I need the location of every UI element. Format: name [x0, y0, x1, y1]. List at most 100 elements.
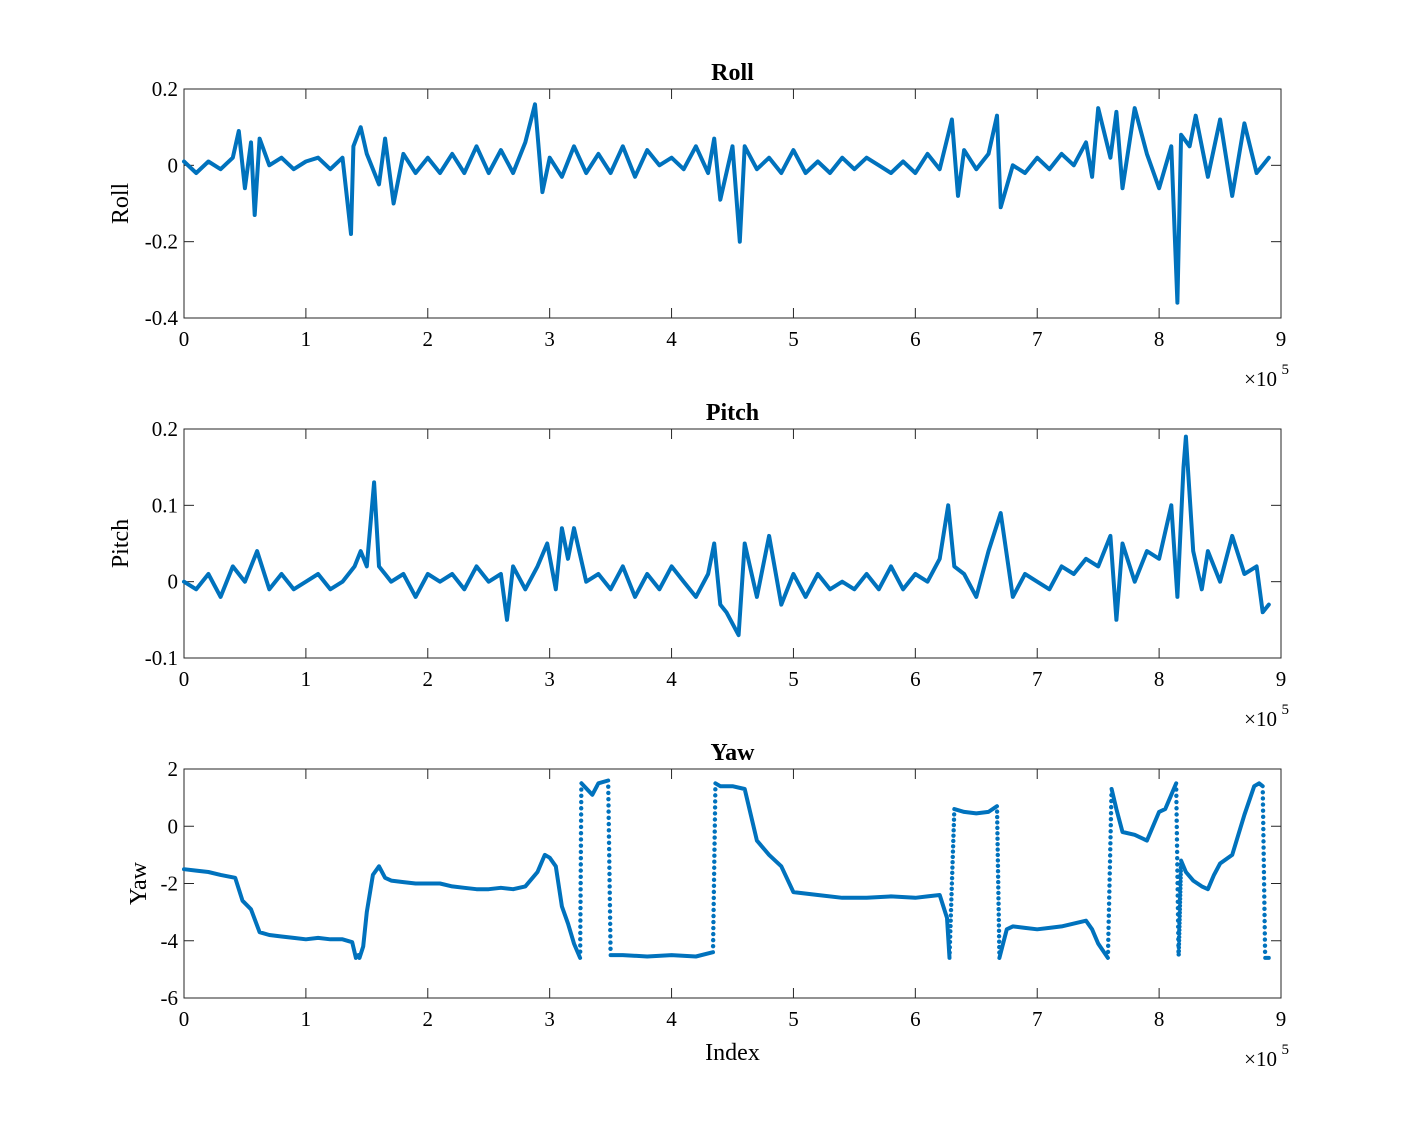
- wrap-transition-dot: [996, 890, 1001, 896]
- wrap-transition-dot: [578, 855, 584, 861]
- x-tick-label: 5: [788, 327, 799, 351]
- wrap-transition-dot: [578, 937, 583, 942]
- wrap-transition-dot: [948, 923, 953, 929]
- wrap-transition-dot: [1261, 869, 1267, 875]
- x-axis-multiplier: ×10: [1244, 367, 1277, 391]
- x-tick-label: 6: [910, 1007, 921, 1031]
- wrap-transition-dot: [712, 865, 717, 870]
- wrap-transition-dot: [1261, 826, 1266, 832]
- wrap-transition-dot: [578, 924, 583, 929]
- x-tick-label: 3: [544, 327, 555, 351]
- x-axis-multiplier: ×10: [1244, 1047, 1277, 1071]
- wrap-transition-dot: [1175, 868, 1180, 873]
- wrap-transition-dot: [1177, 914, 1182, 919]
- wrap-transition-dot: [606, 803, 611, 808]
- wrap-transition-dot: [1174, 806, 1179, 811]
- wrap-transition-dot: [949, 897, 954, 902]
- x-tick-label: 7: [1032, 327, 1043, 351]
- wrap-transition-dot: [710, 937, 716, 943]
- wrap-transition-dot: [1107, 895, 1112, 900]
- axes-box: [183, 428, 1282, 659]
- wrap-transition-dot: [1176, 938, 1182, 943]
- wrap-transition-dot: [713, 793, 718, 798]
- wrap-transition-dot: [1106, 919, 1111, 924]
- wrap-transition-dot: [947, 950, 952, 955]
- wrap-transition-dot: [1107, 877, 1112, 882]
- wrap-transition-dot: [950, 849, 956, 854]
- wrap-transition-dot: [948, 929, 953, 934]
- wrap-transition-dot: [1174, 812, 1179, 817]
- wrap-transition-dot: [712, 847, 717, 852]
- wrap-transition-dot: [607, 859, 612, 864]
- y-tick-label: 0: [168, 814, 179, 838]
- wrap-transition-dot: [578, 868, 583, 873]
- wrap-transition-dot: [606, 828, 612, 833]
- wrap-transition-dot: [1176, 948, 1181, 954]
- wrap-transition-dot: [950, 870, 955, 876]
- wrap-transition-dot: [578, 905, 583, 911]
- wrap-transition-dot: [1105, 949, 1111, 955]
- x-tick-label: 3: [544, 667, 555, 691]
- wrap-transition-dot: [1109, 798, 1114, 804]
- wrap-transition-dot: [1177, 900, 1183, 905]
- wrap-transition-dot: [1261, 875, 1267, 881]
- wrap-transition-dot: [1262, 943, 1268, 948]
- wrap-transition-dot: [579, 793, 584, 798]
- panel-roll: 0 1 2 3 4 5 6 7 8 9 -0.4 -0.2 0 0.2 Roll Roll ×10 5: [108, 60, 1289, 391]
- wrap-transition-dot: [1261, 845, 1266, 850]
- y-tick-label: 2: [168, 757, 179, 781]
- wrap-transition-dot: [578, 943, 583, 948]
- wrap-transition-dot: [949, 881, 955, 886]
- wrap-transition-dot: [996, 923, 1002, 928]
- wrap-transition-dot: [1178, 861, 1184, 867]
- wrap-transition-dot: [995, 841, 1000, 847]
- wrap-transition-dot: [1177, 893, 1183, 898]
- wrap-transition-dot: [1108, 829, 1113, 834]
- wrap-transition-dot: [1108, 841, 1113, 846]
- wrap-transition-dot: [606, 815, 611, 821]
- wrap-transition-dot: [996, 879, 1001, 885]
- wrap-transition-dot: [1178, 882, 1183, 888]
- wrap-transition-dot: [607, 871, 612, 877]
- wrap-transition-dot: [1260, 802, 1266, 807]
- wrap-transition-dot: [578, 837, 584, 842]
- x-tick-label: 8: [1154, 327, 1165, 351]
- wrap-transition-dot: [712, 859, 717, 864]
- x-tick-label: 7: [1032, 1007, 1043, 1031]
- wrap-transition-dot: [607, 909, 613, 914]
- wrap-transition-dot: [1262, 906, 1267, 912]
- wrap-transition-dot: [994, 814, 1000, 820]
- wrap-transition-dot: [949, 886, 954, 892]
- wrap-transition-dot: [1174, 831, 1180, 836]
- wrap-transition-dot: [1177, 896, 1183, 902]
- x-tick-label: 5: [788, 1007, 799, 1031]
- wrap-transition-dot: [1175, 855, 1180, 861]
- wrap-transition-dot: [711, 895, 716, 901]
- wrap-transition-dot: [606, 834, 612, 839]
- wrap-transition-dot: [996, 885, 1001, 890]
- wrap-transition-dot: [1262, 894, 1267, 899]
- y-tick-label: 0.2: [152, 77, 178, 101]
- x-tick-label: 2: [423, 1007, 434, 1031]
- wrap-transition-dot: [712, 817, 718, 822]
- wrap-transition-dot: [996, 896, 1001, 901]
- wrap-transition-dot: [951, 822, 957, 828]
- wrap-transition-dot: [1106, 925, 1111, 930]
- wrap-transition-dot: [711, 901, 716, 907]
- wrap-transition-dot: [1174, 787, 1179, 792]
- wrap-transition-dot: [995, 852, 1000, 858]
- wrap-transition-dot: [606, 840, 612, 846]
- wrap-transition-dot: [995, 825, 1000, 831]
- wrap-transition-dot: [996, 934, 1002, 939]
- y-tick-label: 0.1: [152, 493, 178, 517]
- wrap-transition-dot: [995, 863, 1001, 869]
- wrap-transition-dot: [996, 917, 1002, 923]
- wrap-transition-dot: [1262, 918, 1267, 924]
- wrap-transition-dot: [711, 919, 716, 925]
- wrap-transition-dot: [607, 902, 613, 908]
- wrap-transition-dot: [996, 901, 1001, 906]
- x-tick-label: 1: [301, 1007, 312, 1031]
- y-tick-label: -2: [161, 872, 179, 896]
- x-tick-label: 1: [301, 327, 312, 351]
- wrap-transition-dot: [1107, 865, 1113, 870]
